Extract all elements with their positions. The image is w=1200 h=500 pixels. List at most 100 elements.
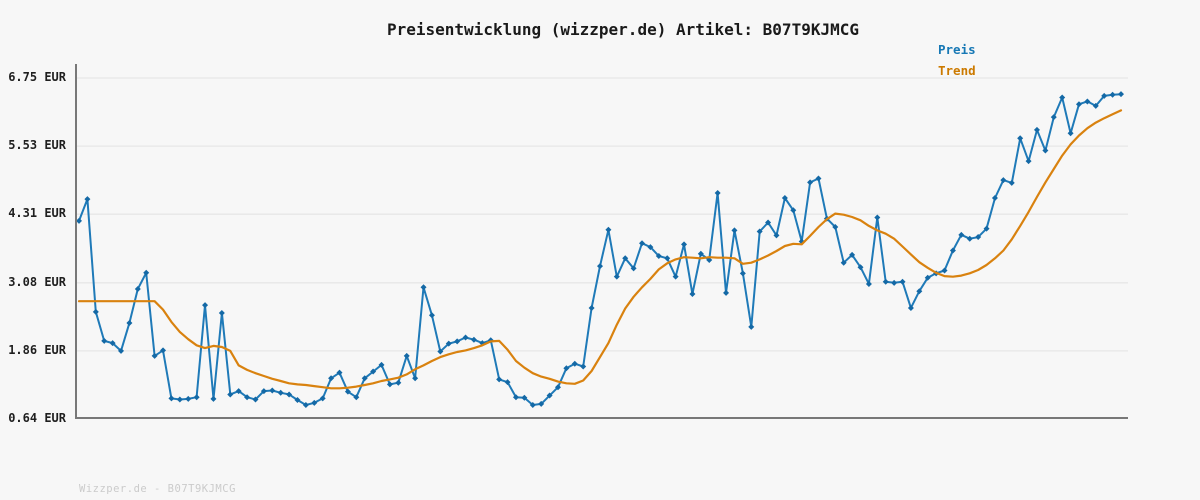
preis-marker xyxy=(597,263,603,270)
preis-marker xyxy=(76,217,82,224)
preis-marker xyxy=(815,175,822,182)
preis-marker xyxy=(521,394,528,401)
preis-marker xyxy=(260,388,267,395)
trend-line xyxy=(77,109,1123,390)
legend-preis-label: Preis xyxy=(938,42,976,57)
preis-marker xyxy=(773,232,780,239)
watermark-text: Wizzper.de - B07T9KJMCG xyxy=(79,483,236,495)
preis-marker xyxy=(941,267,948,274)
chart-legend: Preis Trend xyxy=(938,39,976,81)
preis-marker xyxy=(1101,92,1108,99)
preis-marker xyxy=(1075,101,1082,108)
preis-marker xyxy=(529,402,536,409)
preis-marker xyxy=(235,388,242,395)
legend-trend-label: Trend xyxy=(938,63,976,78)
preis-marker xyxy=(857,264,864,271)
preis-marker xyxy=(151,352,158,359)
preis-marker xyxy=(420,284,427,291)
preis-marker xyxy=(697,250,704,257)
preis-marker xyxy=(723,289,730,296)
preis-marker xyxy=(832,224,839,231)
preis-marker xyxy=(496,376,503,383)
preis-marker xyxy=(1033,126,1040,133)
preis-marker xyxy=(218,309,225,316)
preis-marker xyxy=(1042,147,1049,154)
preis-marker xyxy=(1109,91,1116,98)
preis-marker xyxy=(92,308,99,315)
preis-marker xyxy=(639,240,646,247)
preis-marker xyxy=(185,395,192,402)
y-axis-tick-label: 3.08 EUR xyxy=(8,274,66,289)
preis-marker xyxy=(605,226,612,233)
preis-marker xyxy=(571,360,578,367)
preis-marker xyxy=(681,241,688,248)
preis-marker xyxy=(882,278,889,285)
preis-marker xyxy=(924,274,931,281)
preis-marker xyxy=(1008,179,1015,186)
y-axis-tick-label: 6.75 EUR xyxy=(8,70,66,84)
preis-marker xyxy=(1050,114,1057,121)
preis-marker xyxy=(1000,177,1007,184)
preis-marker xyxy=(344,388,351,395)
preis-marker xyxy=(84,196,91,203)
preis-marker xyxy=(277,389,284,396)
preis-marker xyxy=(1118,91,1124,98)
preis-marker xyxy=(328,375,335,382)
preis-marker xyxy=(891,279,898,286)
preis-marker xyxy=(269,387,276,394)
preis-marker xyxy=(336,369,343,376)
preis-marker xyxy=(319,395,326,402)
preis-marker xyxy=(563,365,570,372)
preis-marker xyxy=(504,379,511,386)
preis-marker xyxy=(437,348,444,355)
preis-marker xyxy=(807,179,814,186)
preis-marker xyxy=(781,194,788,201)
chart-title: Preisentwicklung (wizzper.de) Artikel: B… xyxy=(386,20,859,39)
preis-marker xyxy=(210,395,217,402)
preis-marker xyxy=(160,347,167,354)
preis-marker xyxy=(454,338,461,345)
preis-marker xyxy=(748,323,755,330)
preis-marker xyxy=(899,278,906,285)
preis-marker xyxy=(512,394,519,401)
preis-marker xyxy=(386,381,393,388)
preis-marker xyxy=(588,304,595,311)
preis-marker xyxy=(403,352,410,359)
preis-marker xyxy=(109,340,116,347)
preis-marker xyxy=(1025,158,1032,165)
preis-marker xyxy=(353,394,360,401)
preis-marker xyxy=(538,400,545,407)
preis-marker xyxy=(966,235,973,242)
y-axis-tick-label: 0.64 EUR xyxy=(8,411,66,425)
preis-marker xyxy=(756,228,763,235)
preis-marker xyxy=(655,253,662,260)
preis-marker xyxy=(126,320,133,327)
y-axis-tick-label: 4.31 EUR xyxy=(8,206,66,221)
preis-marker xyxy=(311,399,318,406)
preis-marker xyxy=(958,231,965,238)
preis-marker xyxy=(731,227,738,234)
preis-marker xyxy=(176,396,183,403)
preis-marker xyxy=(672,273,679,280)
preis-marker xyxy=(613,273,620,280)
preis-marker xyxy=(1017,135,1024,142)
preis-marker xyxy=(630,265,637,272)
preis-marker xyxy=(1084,98,1091,105)
preis-marker xyxy=(949,247,956,254)
preis-marker xyxy=(462,334,469,341)
preis-marker xyxy=(370,368,377,375)
y-axis-tick-label: 1.86 EUR xyxy=(8,342,66,357)
preis-marker xyxy=(428,312,435,319)
preis-marker xyxy=(689,290,696,297)
preis-marker xyxy=(395,379,402,386)
preis-marker xyxy=(907,304,914,311)
preis-marker xyxy=(193,394,200,401)
preis-marker xyxy=(168,395,175,402)
preis-marker xyxy=(227,391,234,398)
preis-marker xyxy=(664,255,671,262)
preis-marker xyxy=(865,280,872,287)
preis-marker xyxy=(378,361,385,368)
preis-marker xyxy=(874,214,881,221)
preis-marker xyxy=(714,189,721,196)
